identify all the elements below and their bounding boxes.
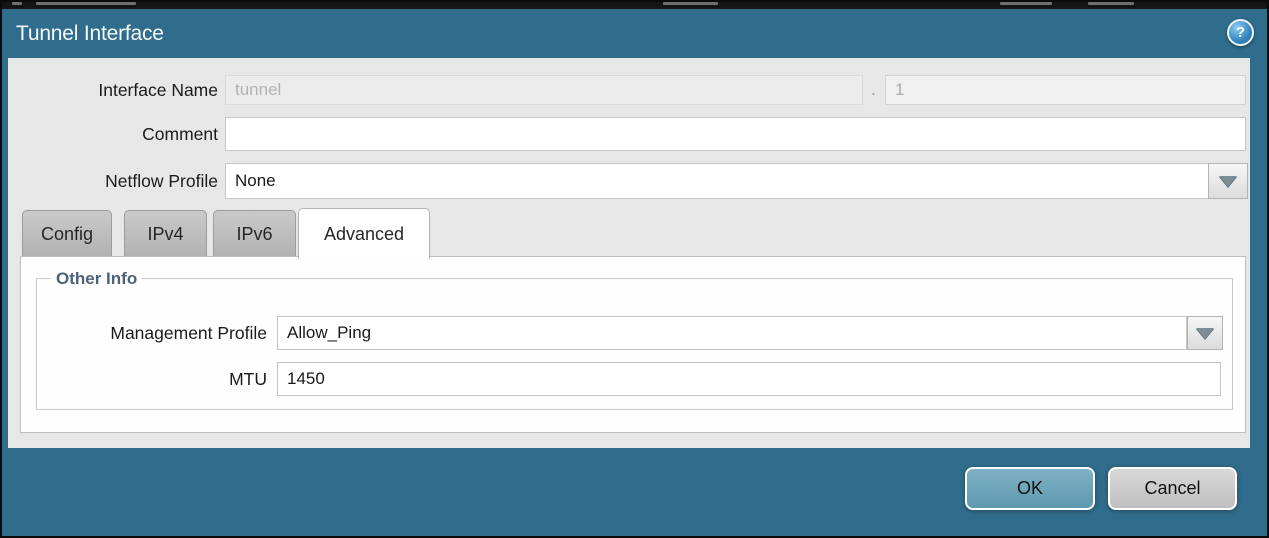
- interface-name-label: Interface Name: [98, 80, 218, 100]
- tab-ipv4[interactable]: IPv4: [124, 210, 207, 257]
- background-window-strip: [0, 0, 1269, 9]
- netflow-profile-dropdown-button[interactable]: [1208, 163, 1248, 199]
- subinterface-number-input[interactable]: 1: [885, 75, 1246, 105]
- ok-button[interactable]: OK: [965, 467, 1095, 510]
- chevron-down-icon: [1196, 327, 1214, 339]
- dialog-body: Interface Name tunnel . 1 Comment Netflo…: [8, 58, 1250, 448]
- background-text-artifact: [1088, 2, 1134, 5]
- comment-input[interactable]: [225, 117, 1246, 151]
- dialog-titlebar: Tunnel Interface: [0, 9, 1269, 58]
- dialog-title: Tunnel Interface: [16, 22, 164, 45]
- cancel-button[interactable]: Cancel: [1108, 467, 1237, 510]
- chevron-down-icon: [1219, 175, 1237, 187]
- mtu-input[interactable]: 1450: [277, 362, 1221, 396]
- mtu-label: MTU: [229, 369, 267, 389]
- background-text-artifact: [36, 2, 136, 5]
- management-profile-label: Management Profile: [110, 323, 267, 343]
- other-info-fieldset: Other Info Management Profile Allow_Ping…: [36, 269, 1233, 410]
- interface-name-separator: .: [871, 80, 876, 99]
- tab-advanced[interactable]: Advanced: [298, 208, 430, 259]
- background-text-artifact: [12, 2, 22, 5]
- management-profile-dropdown-button[interactable]: [1187, 316, 1223, 350]
- background-text-artifact: [1000, 2, 1052, 5]
- management-profile-select[interactable]: Allow_Ping: [277, 316, 1187, 350]
- background-text-artifact: [663, 2, 718, 5]
- interface-name-input: tunnel: [225, 75, 863, 105]
- help-icon[interactable]: ?: [1227, 19, 1254, 46]
- tab-ipv6[interactable]: IPv6: [213, 210, 296, 257]
- netflow-profile-label: Netflow Profile: [105, 171, 218, 191]
- other-info-section-title: Other Info: [51, 269, 143, 289]
- netflow-profile-select[interactable]: None: [225, 163, 1210, 199]
- tab-config[interactable]: Config: [22, 210, 112, 257]
- comment-label: Comment: [142, 124, 218, 144]
